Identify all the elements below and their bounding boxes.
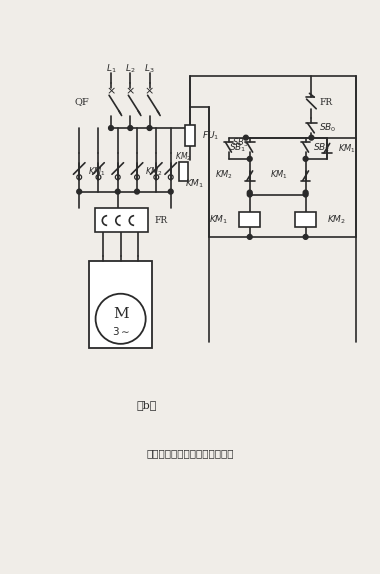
Text: $KM_2$: $KM_2$ (146, 165, 163, 177)
Text: $KM_2$: $KM_2$ (327, 214, 346, 226)
Text: $L_3$: $L_3$ (144, 62, 155, 75)
Text: $SB_0$: $SB_0$ (319, 122, 337, 134)
Bar (89, 261, 152, 348)
Text: 三相异步电动机非典型控制电路: 三相异步电动机非典型控制电路 (146, 449, 234, 458)
Text: ×: × (125, 87, 135, 96)
Circle shape (244, 135, 248, 140)
Text: $SB_2$: $SB_2$ (314, 141, 331, 154)
Circle shape (168, 189, 173, 194)
Ellipse shape (96, 294, 146, 344)
Text: $KM_1$: $KM_1$ (338, 142, 356, 154)
Text: QF: QF (75, 98, 89, 107)
Bar (95, 208, 147, 232)
Bar (295, 212, 316, 227)
Circle shape (109, 126, 113, 130)
Text: ×: × (106, 87, 116, 96)
Circle shape (116, 189, 120, 194)
Text: $KM_2$: $KM_2$ (215, 169, 233, 181)
Text: FR: FR (319, 99, 332, 107)
Bar (179, 162, 188, 181)
Circle shape (247, 157, 252, 161)
Text: $L_2$: $L_2$ (125, 62, 136, 75)
Bar (185, 125, 195, 146)
Circle shape (77, 189, 82, 194)
Text: M: M (113, 307, 128, 321)
Text: $KM_1$: $KM_1$ (88, 165, 106, 177)
Circle shape (135, 189, 139, 194)
Circle shape (247, 190, 252, 195)
Circle shape (309, 135, 314, 140)
Bar (239, 212, 260, 227)
Text: $KM_2$: $KM_2$ (175, 151, 192, 163)
Circle shape (247, 192, 252, 197)
Text: $L_1$: $L_1$ (106, 62, 116, 75)
Text: $KM_1$: $KM_1$ (185, 178, 204, 190)
Circle shape (147, 126, 152, 130)
Text: $KM_1$: $KM_1$ (271, 169, 288, 181)
Text: （b）: （b） (136, 401, 157, 410)
Text: $FU_1$: $FU_1$ (201, 130, 219, 142)
Text: $SB_3$: $SB_3$ (233, 136, 249, 149)
Circle shape (303, 157, 308, 161)
Text: FR: FR (154, 216, 168, 225)
Text: $KM_1$: $KM_1$ (209, 214, 228, 226)
Circle shape (303, 190, 308, 195)
Circle shape (247, 235, 252, 239)
Text: ×: × (145, 87, 154, 96)
Text: $3\sim$: $3\sim$ (111, 325, 130, 338)
Text: $SB_1$: $SB_1$ (228, 141, 246, 154)
Circle shape (303, 192, 308, 197)
Circle shape (128, 126, 133, 130)
Circle shape (303, 235, 308, 239)
